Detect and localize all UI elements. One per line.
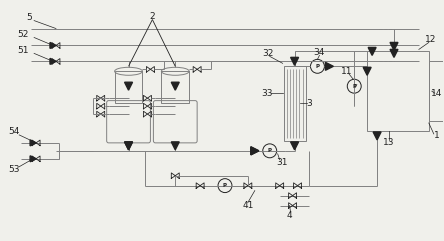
Text: P: P — [315, 64, 319, 69]
Bar — [115, 71, 143, 103]
Polygon shape — [325, 62, 333, 70]
Polygon shape — [30, 140, 36, 146]
Text: 3: 3 — [307, 99, 313, 107]
Polygon shape — [390, 49, 398, 57]
Bar — [429, 61, 443, 121]
Text: T: T — [353, 84, 356, 89]
Text: 1: 1 — [434, 131, 440, 141]
Polygon shape — [125, 142, 132, 150]
Polygon shape — [291, 57, 298, 65]
Polygon shape — [251, 147, 259, 155]
Polygon shape — [390, 42, 398, 50]
Polygon shape — [171, 142, 179, 150]
Text: 11: 11 — [341, 67, 352, 76]
Text: 13: 13 — [383, 138, 395, 147]
Text: 2: 2 — [150, 12, 155, 21]
Polygon shape — [251, 147, 259, 155]
Polygon shape — [373, 132, 381, 140]
Text: 32: 32 — [262, 49, 274, 58]
Text: 34: 34 — [314, 48, 325, 57]
Bar — [367, 51, 429, 131]
Polygon shape — [125, 142, 132, 150]
Polygon shape — [291, 142, 298, 150]
Text: 14: 14 — [431, 89, 442, 98]
Polygon shape — [171, 82, 179, 90]
Text: 54: 54 — [8, 127, 20, 136]
Polygon shape — [125, 82, 132, 90]
Text: 12: 12 — [425, 35, 436, 44]
Text: 52: 52 — [17, 30, 29, 39]
Text: P: P — [352, 84, 356, 89]
Text: 31: 31 — [276, 158, 287, 167]
Polygon shape — [50, 58, 56, 64]
Text: 33: 33 — [261, 89, 273, 98]
Text: 53: 53 — [8, 165, 20, 174]
Text: 51: 51 — [17, 46, 29, 55]
Bar — [284, 66, 305, 141]
Polygon shape — [30, 156, 36, 162]
Bar — [161, 71, 189, 103]
Text: 4: 4 — [287, 211, 293, 220]
Polygon shape — [363, 67, 371, 75]
Text: 41: 41 — [242, 201, 254, 210]
Text: 5: 5 — [26, 13, 32, 22]
Text: P: P — [223, 183, 227, 188]
Polygon shape — [368, 47, 376, 55]
Text: P: P — [268, 148, 272, 153]
Polygon shape — [50, 42, 56, 48]
